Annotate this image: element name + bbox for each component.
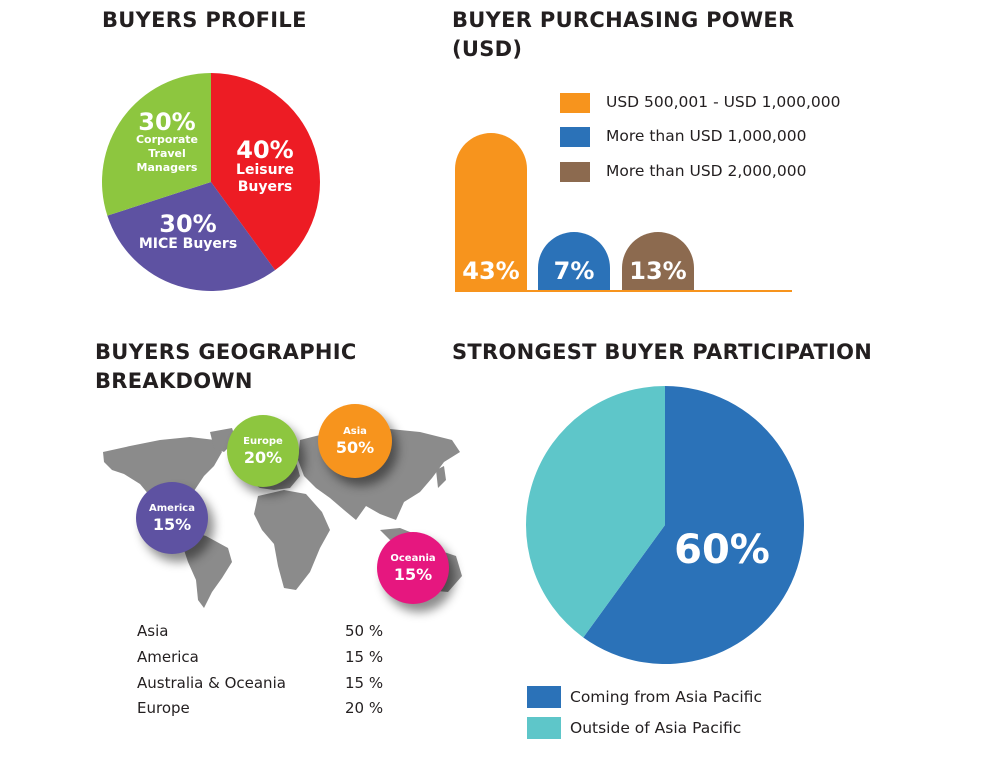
buyers-profile-title: BUYERS PROFILE <box>102 8 307 32</box>
purchasing-power-bars: 43% 7% 13% <box>455 133 792 292</box>
region-name: Europe <box>137 699 190 717</box>
purchasing-power-title: BUYER PURCHASING POWER (USD) <box>452 6 795 64</box>
pie-slice-label: 60% <box>674 527 770 573</box>
pie-slice <box>526 386 665 638</box>
geo-table-row: Australia & Oceania 15 % <box>137 674 397 692</box>
bubble-label: Europe <box>243 435 283 447</box>
legend-label: Coming from Asia Pacific <box>570 688 762 706</box>
region-value: 50 % <box>345 622 384 640</box>
region-value: 15 % <box>345 674 384 692</box>
bubble-oceania: Oceania 15% <box>377 532 449 604</box>
legend-swatch-outside <box>527 717 561 739</box>
africa-shape <box>254 490 330 590</box>
japan-shape <box>436 466 446 488</box>
legend-label: More than USD 1,000,000 <box>606 127 807 145</box>
region-name: Asia <box>137 622 169 640</box>
geo-table-row: America 15 % <box>137 648 397 666</box>
pie-slice-caption: MICE Buyers <box>139 236 237 252</box>
pie-slice <box>107 182 276 291</box>
legend-swatch-orange <box>560 93 590 113</box>
south-america-shape <box>182 530 232 608</box>
bar <box>455 133 527 291</box>
region-value: 15 % <box>345 648 384 666</box>
bar-label: 43% <box>462 257 519 285</box>
bar-label: 13% <box>629 257 686 285</box>
pie-slice-caption: Managers <box>137 161 198 174</box>
pie-slice-caption: Buyers <box>238 179 293 195</box>
pie-slice-label: 30% <box>159 210 216 238</box>
geographic-title: BUYERS GEOGRAPHIC BREAKDOWN <box>95 338 357 396</box>
bubble-label: Oceania <box>390 552 436 564</box>
bubble-value: 50% <box>335 437 375 457</box>
bubble-value: 15% <box>393 564 433 584</box>
bubble-value: 20% <box>243 447 283 467</box>
pie-slice-caption: Corporate <box>136 133 198 146</box>
legend-label: More than USD 2,000,000 <box>606 162 807 180</box>
bubble-america: America 15% <box>136 482 208 554</box>
bubble-label: Asia <box>343 425 367 437</box>
participation-pie: 60% <box>526 386 804 664</box>
bubble-value: 15% <box>152 514 192 534</box>
purchasing-power-title-line2: (USD) <box>452 37 523 61</box>
bar-label: 7% <box>554 257 595 285</box>
participation-title: STRONGEST BUYER PARTICIPATION <box>452 340 873 364</box>
bar <box>622 232 694 291</box>
pie-slice-label: 30% <box>138 108 195 136</box>
pie-slice-caption: Travel <box>148 147 186 160</box>
pie-slice <box>583 386 804 664</box>
legend-swatch-brown <box>560 162 590 182</box>
pie-slice-label: 40% <box>236 136 293 164</box>
pie-slice <box>101 72 211 216</box>
legend-swatch-blue <box>560 127 590 147</box>
legend-label: USD 500,001 - USD 1,000,000 <box>606 93 841 111</box>
region-name: America <box>137 648 199 666</box>
bubble-label: America <box>149 502 195 514</box>
bubble-asia: Asia 50% <box>318 404 392 478</box>
legend-label: Outside of Asia Pacific <box>570 719 742 737</box>
region-value: 20 % <box>345 699 384 717</box>
geo-table-row: Europe 20 % <box>137 699 397 717</box>
pie-slice <box>211 73 321 271</box>
geographic-title-line1: BUYERS GEOGRAPHIC <box>95 340 357 364</box>
geographic-title-line2: BREAKDOWN <box>95 369 253 393</box>
bar <box>538 232 610 291</box>
pie-slice-caption: Leisure <box>236 162 294 178</box>
purchasing-power-title-line1: BUYER PURCHASING POWER <box>452 8 795 32</box>
bubble-europe: Europe 20% <box>227 415 299 487</box>
geo-table-row: Asia 50 % <box>137 622 397 640</box>
legend-swatch-asia-pacific <box>527 686 561 708</box>
region-name: Australia & Oceania <box>137 674 286 692</box>
